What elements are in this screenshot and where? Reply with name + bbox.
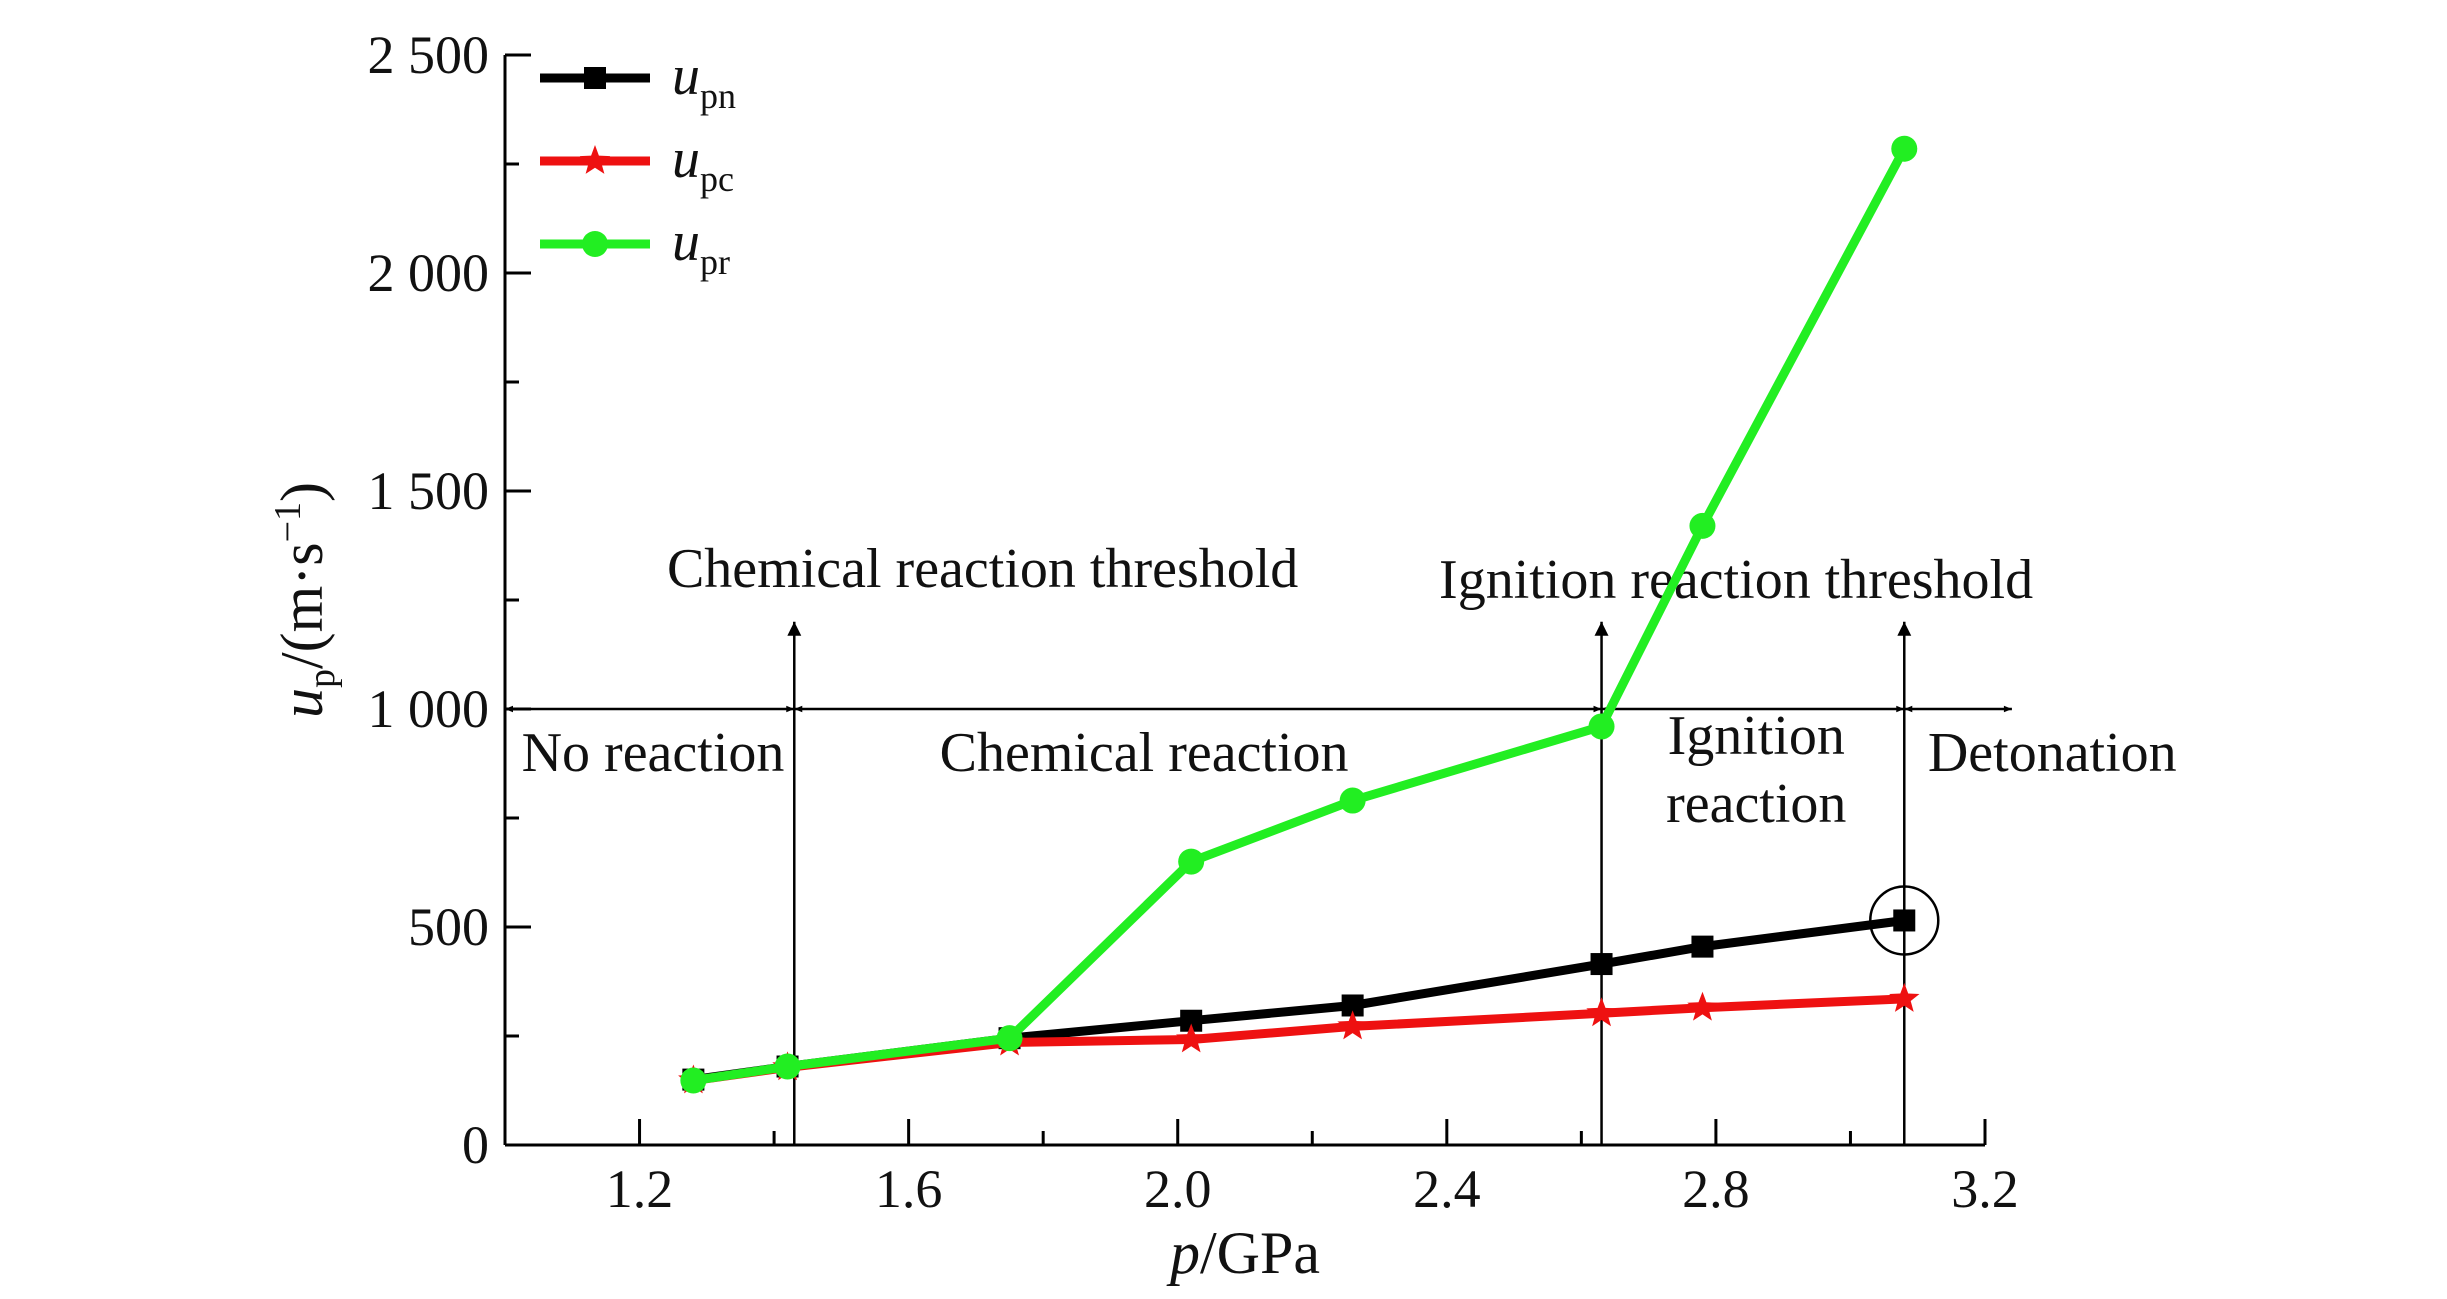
legend-item-pr: upr — [540, 211, 730, 282]
y-tick-label: 2 500 — [368, 25, 490, 85]
legend-item-pn: upn — [540, 45, 736, 116]
x-tick-label: 1.6 — [875, 1159, 943, 1219]
y-tick-label: 500 — [408, 897, 489, 957]
legend-marker — [579, 145, 611, 174]
data-point-pr — [1339, 787, 1366, 814]
x-tick-label: 3.2 — [1951, 1159, 2019, 1219]
data-point-pr — [1689, 512, 1716, 539]
data-point-pr — [996, 1025, 1023, 1052]
series-line-pr — [692, 146, 1909, 1085]
y-tick-label: 1 000 — [368, 679, 490, 739]
y-tick-label: 2 000 — [368, 243, 490, 303]
data-point-pr — [1178, 848, 1205, 875]
data-point-pr — [680, 1067, 707, 1094]
axes: 1.2 1.6 2.0 2.4 2.8 3.2 0 500 1 000 1 500 2 000 2 5… — [267, 25, 2019, 1286]
x-tick-label: 2.0 — [1144, 1159, 1212, 1219]
region-label: Chemical reaction — [940, 722, 1349, 784]
data-point-pc — [1337, 1010, 1368, 1040]
region-label: Detonation — [1928, 722, 2177, 784]
data-point-pn — [1180, 1009, 1203, 1032]
series-pn — [682, 909, 1916, 1091]
threshold-annotation: Ignition reaction threshold — [1439, 549, 2033, 611]
data-point-pc — [1176, 1023, 1207, 1053]
legend: upn upc upr — [540, 45, 736, 282]
x-tick-label: 2.8 — [1682, 1159, 1750, 1219]
series-pc — [678, 982, 1920, 1094]
data-point-pr — [1588, 713, 1615, 740]
data-point-pc — [1586, 997, 1617, 1027]
data-point-pn — [1893, 909, 1916, 932]
legend-marker — [584, 67, 606, 89]
highlight-circle — [1869, 885, 1940, 956]
y-tick-label: 0 — [462, 1115, 489, 1175]
data-point-pc — [1889, 982, 1920, 1012]
legend-item-pc: upc — [540, 128, 734, 199]
region-label: reaction — [1666, 773, 1846, 835]
x-axis-title: p/GPa — [1166, 1220, 1320, 1286]
reaction-regions: No reaction Chemical reaction Ignitionreac… — [505, 538, 2177, 1145]
data-point-pr — [1891, 135, 1918, 162]
threshold-annotation: Chemical reaction threshold — [667, 538, 1298, 600]
data-point-pc — [1687, 991, 1718, 1021]
data-point-pn — [1691, 935, 1714, 958]
legend-label: upn — [672, 45, 736, 116]
y-axis-title: up/(m·s−1) — [267, 482, 343, 718]
x-tick-label: 2.4 — [1413, 1159, 1481, 1219]
series-pr — [680, 135, 1918, 1094]
series-layer — [678, 135, 1940, 1094]
region-label: Ignition — [1668, 705, 1845, 767]
legend-label: upc — [672, 128, 734, 199]
data-point-pr — [774, 1053, 801, 1080]
data-point-pn — [1341, 994, 1364, 1017]
y-tick-label: 1 500 — [368, 461, 490, 521]
region-label: No reaction — [522, 722, 785, 784]
x-tick-label: 1.2 — [606, 1159, 674, 1219]
legend-marker — [582, 231, 608, 257]
legend-label: upr — [672, 211, 730, 282]
data-point-pn — [1590, 953, 1613, 976]
